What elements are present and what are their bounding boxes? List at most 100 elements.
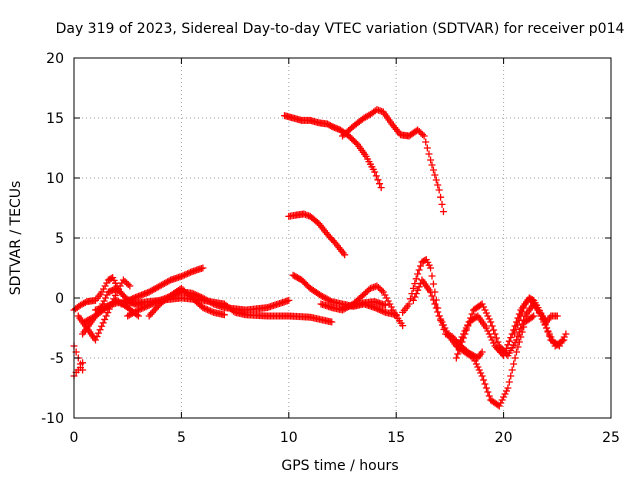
data-point xyxy=(528,313,536,321)
data-point xyxy=(371,304,379,312)
data-point xyxy=(508,366,516,374)
data-point xyxy=(378,287,386,294)
series-track-16 xyxy=(339,298,389,312)
axis-ticks: 0 5 10 15 20 25 -10 -5 0 5 10 15 20 xyxy=(41,51,620,446)
data-point xyxy=(558,337,566,345)
data-point xyxy=(437,193,445,201)
data-point xyxy=(134,312,142,320)
data-point xyxy=(363,287,371,295)
data-point xyxy=(485,392,493,400)
x-tick-label: 10 xyxy=(280,430,298,446)
data-point xyxy=(415,266,423,274)
data-point xyxy=(498,396,506,404)
data-point xyxy=(545,330,553,338)
data-point xyxy=(379,288,387,296)
data-point xyxy=(372,172,380,180)
data-point xyxy=(429,166,437,174)
data-point xyxy=(123,279,131,287)
data-point xyxy=(383,294,391,302)
data-point xyxy=(505,378,513,386)
data-point xyxy=(101,282,109,290)
data-point xyxy=(411,293,419,301)
data-point xyxy=(431,171,439,179)
data-point xyxy=(372,304,380,312)
data-point xyxy=(482,324,490,332)
data-point xyxy=(414,126,422,134)
data-point xyxy=(177,272,185,280)
data-point xyxy=(504,341,512,349)
data-point xyxy=(412,275,420,283)
data-point xyxy=(490,339,498,347)
data-point xyxy=(96,326,104,334)
data-point xyxy=(461,327,469,335)
data-point xyxy=(95,329,103,337)
data-point xyxy=(387,303,395,311)
series-track-13 xyxy=(285,210,349,259)
data-point xyxy=(374,305,382,313)
data-point xyxy=(438,318,446,326)
series-track-07 xyxy=(117,264,207,308)
data-point xyxy=(328,318,336,326)
data-point xyxy=(517,312,525,320)
data-point xyxy=(439,208,447,216)
data-point xyxy=(104,309,112,317)
data-point xyxy=(438,200,446,208)
data-point xyxy=(490,326,498,334)
data-point xyxy=(101,315,109,323)
data-point xyxy=(422,138,430,146)
data-point xyxy=(482,309,490,317)
grid xyxy=(74,58,611,418)
data-point xyxy=(182,270,190,278)
data-point xyxy=(484,388,492,396)
data-point xyxy=(81,299,89,306)
x-axis-label: GPS time / hours xyxy=(281,458,398,474)
data-point xyxy=(150,299,158,307)
data-point xyxy=(381,301,389,309)
data-point xyxy=(414,286,422,294)
data-point xyxy=(501,390,509,398)
y-tick-label: -5 xyxy=(50,351,64,367)
data-point xyxy=(136,305,144,313)
data-point xyxy=(341,251,349,259)
data-point xyxy=(495,402,503,410)
series-track-10 xyxy=(145,284,228,320)
data-point xyxy=(435,312,443,320)
y-tick-label: 10 xyxy=(46,171,64,187)
data-point xyxy=(391,309,399,317)
data-point xyxy=(481,306,489,314)
data-point xyxy=(133,307,141,315)
chart-title: Day 319 of 2023, Sidereal Day-to-day VTE… xyxy=(56,21,625,37)
data-point xyxy=(480,376,488,384)
data-point xyxy=(515,317,523,324)
data-point xyxy=(514,343,522,351)
data-point xyxy=(488,336,496,344)
data-point xyxy=(514,321,522,329)
data-point xyxy=(412,290,420,298)
data-point xyxy=(510,360,518,368)
data-point xyxy=(147,301,155,309)
data-point xyxy=(121,278,129,285)
data-point xyxy=(455,346,463,354)
data-point xyxy=(427,288,435,296)
data-point xyxy=(520,304,528,312)
data-point xyxy=(487,318,495,326)
data-point xyxy=(517,324,525,332)
data-point xyxy=(179,272,187,280)
data-point xyxy=(560,336,568,344)
data-point xyxy=(375,306,383,314)
data-point xyxy=(91,336,99,344)
data-point xyxy=(208,308,216,316)
data-point xyxy=(93,333,101,341)
x-tick-label: 25 xyxy=(602,430,620,446)
data-point xyxy=(427,156,435,164)
data-point xyxy=(185,269,193,277)
data-point xyxy=(425,150,433,158)
data-point xyxy=(165,277,173,285)
data-point xyxy=(501,348,509,356)
data-point xyxy=(468,353,476,361)
y-tick-label: -10 xyxy=(41,411,64,427)
data-point xyxy=(409,284,417,292)
data-point xyxy=(429,296,437,304)
data-point xyxy=(423,144,431,152)
data-point xyxy=(478,348,486,356)
